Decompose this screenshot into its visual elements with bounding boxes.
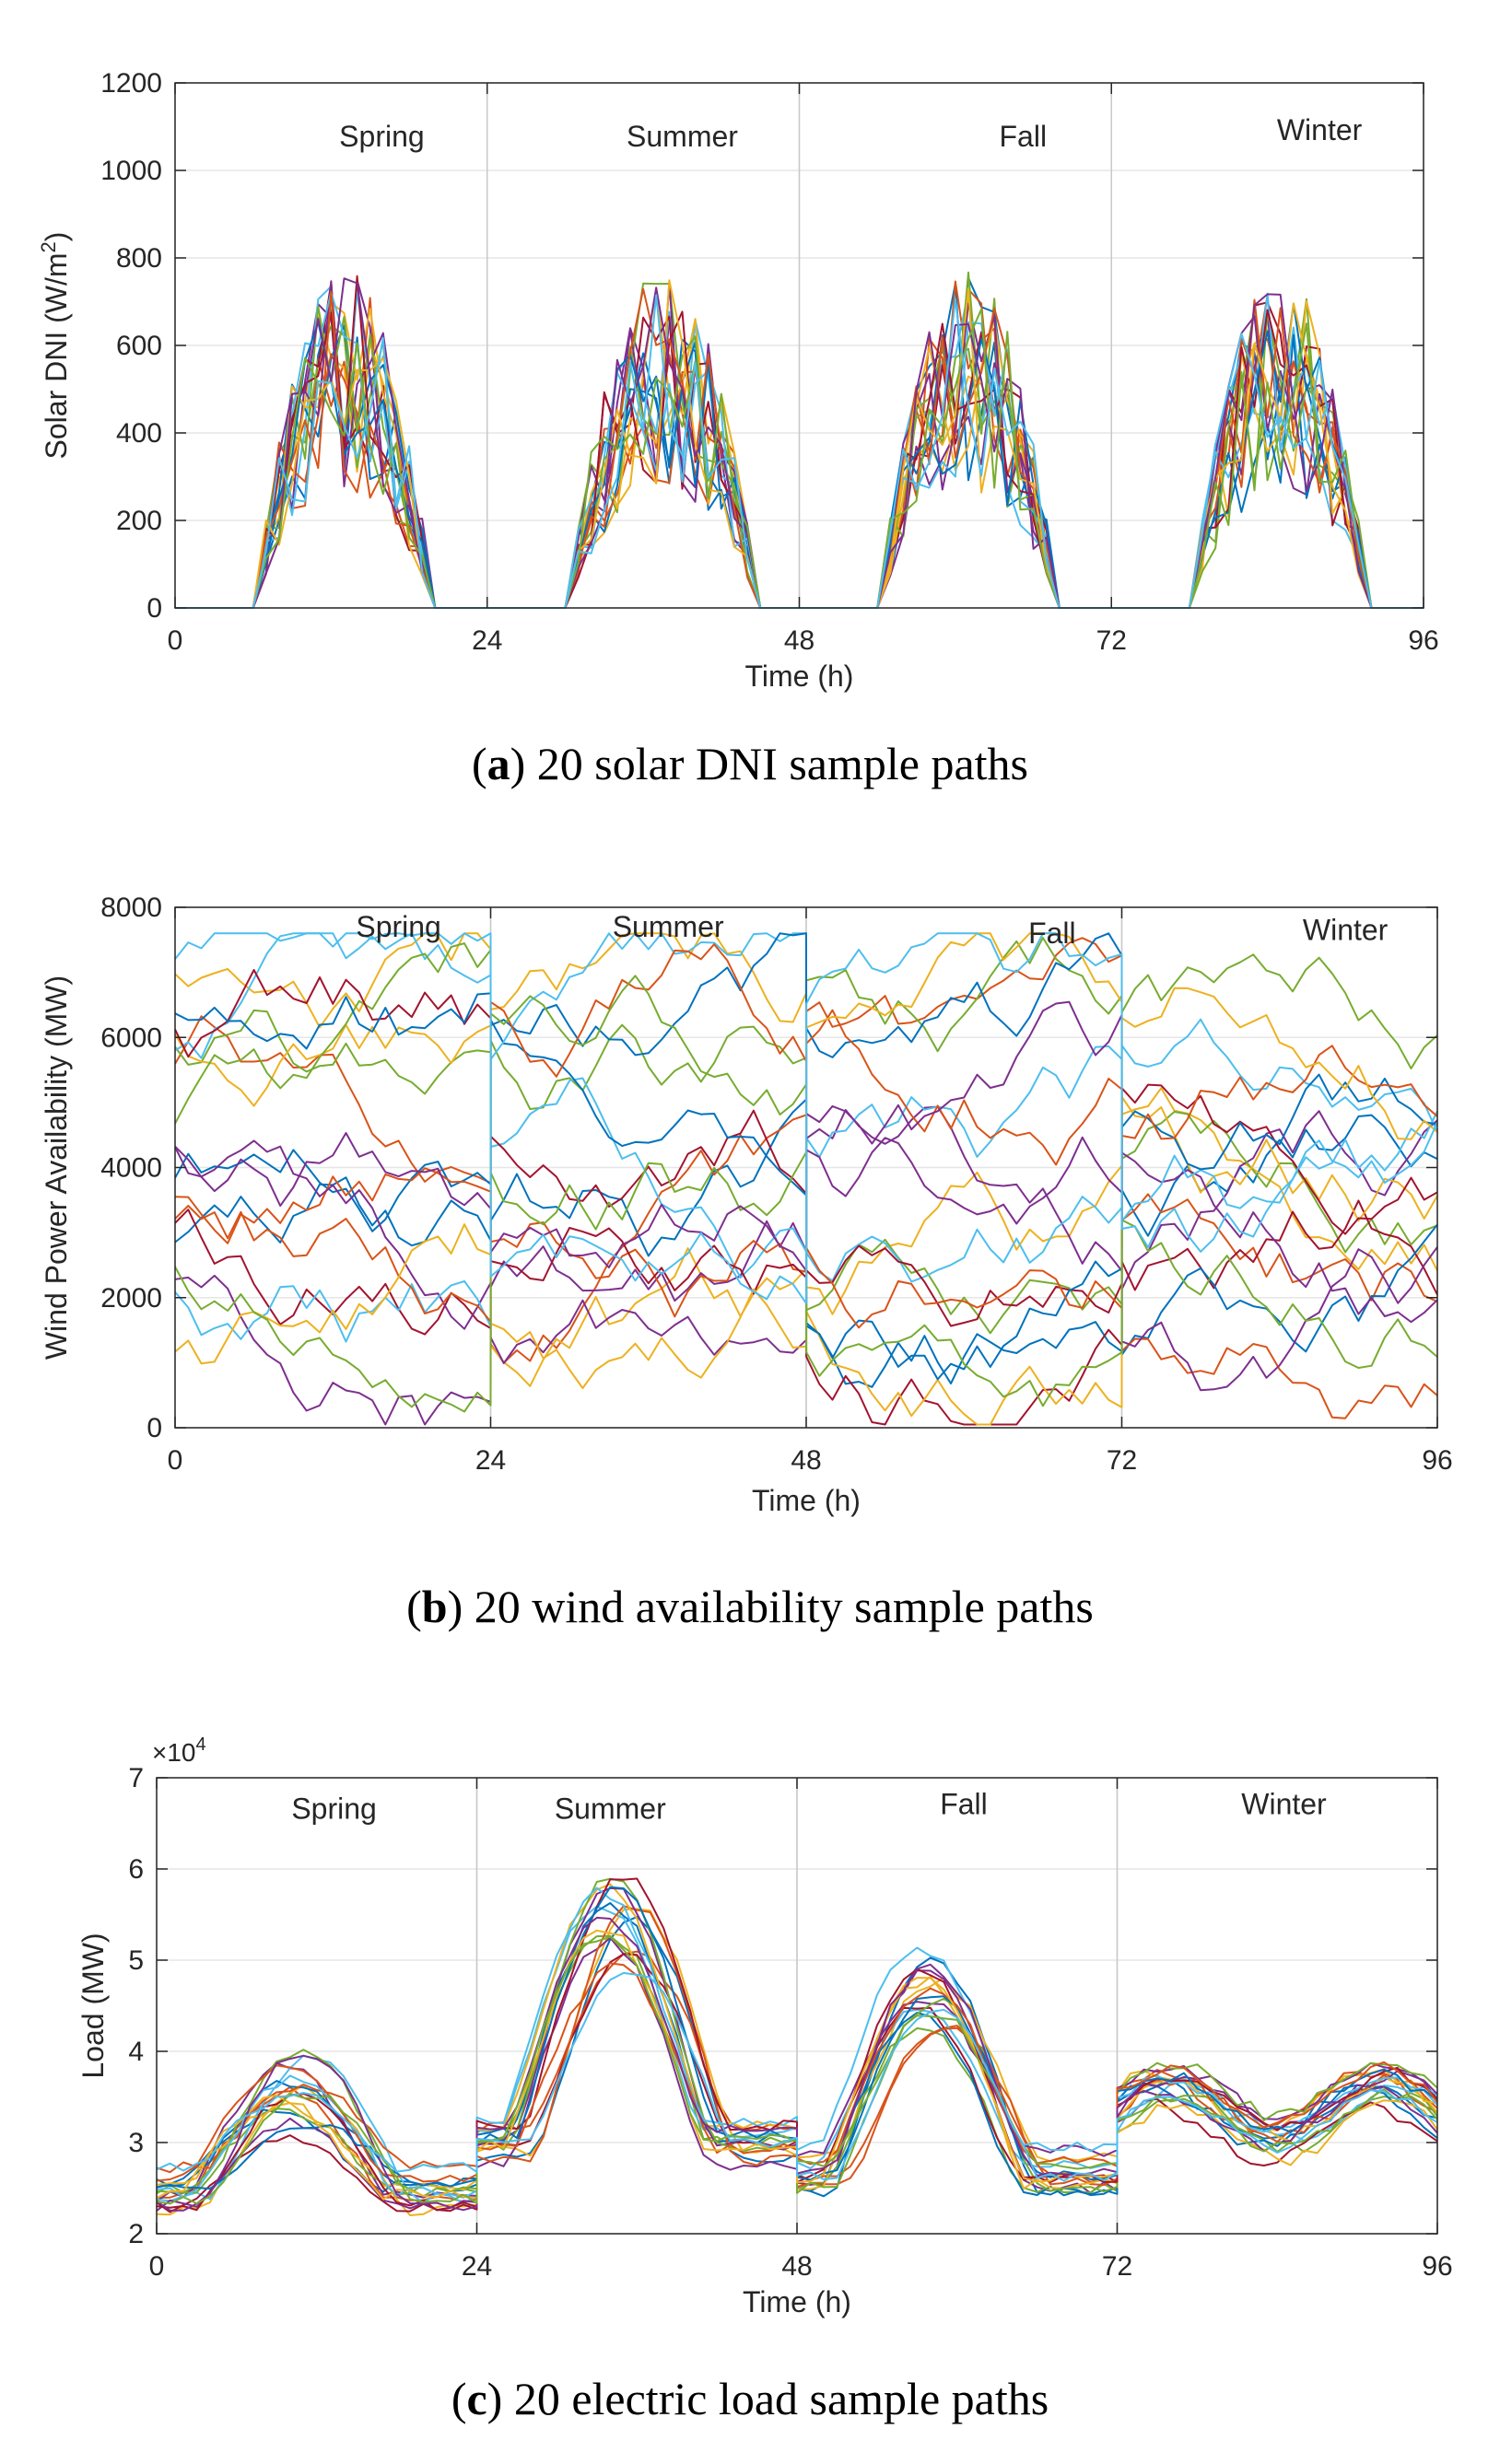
y-tick-label: 2000 bbox=[100, 1283, 162, 1314]
y-tick-label: 1200 bbox=[100, 68, 162, 99]
x-tick-label: 24 bbox=[472, 625, 502, 656]
x-tick-label: 48 bbox=[781, 2251, 812, 2282]
y-axis-label-close: ) bbox=[40, 232, 73, 242]
series-line-20 bbox=[156, 1971, 1438, 2182]
y-tick-label: 4000 bbox=[100, 1153, 162, 1184]
x-tick-label: 0 bbox=[149, 2251, 165, 2282]
y-tick-label: 0 bbox=[146, 593, 162, 624]
y-tick-label: 1000 bbox=[100, 156, 162, 186]
season-label-winter: Winter bbox=[1303, 913, 1389, 946]
x-tick-label: 48 bbox=[784, 625, 814, 656]
x-tick-label: 0 bbox=[168, 625, 183, 656]
y-tick-label: 800 bbox=[116, 243, 162, 274]
x-tick-label: 48 bbox=[791, 1445, 821, 1476]
y-axis-label: Load (MW) bbox=[76, 1933, 110, 2078]
y-tick-label: 3 bbox=[128, 2128, 144, 2158]
x-axis-label: Time (h) bbox=[745, 660, 854, 693]
x-tick-label: 24 bbox=[475, 1445, 506, 1476]
x-tick-label: 96 bbox=[1422, 1445, 1452, 1476]
season-label-fall: Fall bbox=[940, 1788, 988, 1821]
y-exponent-sup: 4 bbox=[196, 1734, 206, 1755]
y-tick-label: 400 bbox=[116, 418, 162, 449]
season-label-spring: Spring bbox=[291, 1793, 377, 1826]
chart-electric-load: 0 24 48 72 96 2 3 4 5 6 7 ×104 Time (h) Load (MW) Spri… bbox=[76, 1734, 1453, 2318]
season-label-winter: Winter bbox=[1241, 1788, 1327, 1821]
y-axis-label-sup: 2 bbox=[37, 241, 60, 252]
panel-wind: 0 24 48 72 96 0 2000 4000 6000 8000 Time (h) Wind P… bbox=[0, 875, 1500, 1686]
season-label-fall: Fall bbox=[999, 120, 1047, 153]
season-label-spring: Spring bbox=[339, 120, 425, 153]
panel-load: 0 24 48 72 96 2 3 4 5 6 7 ×104 Time (h) Load (MW) Spri… bbox=[0, 1722, 1500, 2464]
x-tick-label: 72 bbox=[1096, 625, 1127, 656]
caption-load: (c) 20 electric load sample paths bbox=[451, 2373, 1049, 2424]
panel-solar-dni: 0 24 48 72 96 0 200 400 600 800 1000 1200 Time (h) So… bbox=[0, 0, 1500, 811]
series-line-20 bbox=[174, 932, 1438, 1304]
x-tick-label: 72 bbox=[1102, 2251, 1132, 2282]
y-tick-label: 600 bbox=[116, 331, 162, 361]
x-tick-label: 72 bbox=[1107, 1445, 1137, 1476]
chart-wind-availability: 0 24 48 72 96 0 2000 4000 6000 8000 Time (h) Wind P… bbox=[40, 893, 1453, 1517]
y-tick-label: 6 bbox=[128, 1854, 144, 1885]
y-tick-label: 2 bbox=[128, 2219, 144, 2249]
series-group bbox=[156, 1877, 1438, 2216]
season-label-summer: Summer bbox=[613, 910, 724, 943]
x-axis-label: Time (h) bbox=[752, 1484, 861, 1517]
y-axis-label: Wind Power Availability (MW) bbox=[40, 975, 73, 1360]
caption-wind: (b) 20 wind availability sample paths bbox=[406, 1581, 1094, 1632]
season-label-winter: Winter bbox=[1277, 113, 1363, 146]
chart-solar-dni: 0 24 48 72 96 0 200 400 600 800 1000 1200 Time (h) So… bbox=[37, 68, 1439, 693]
y-tick-label: 0 bbox=[146, 1413, 162, 1443]
season-label-spring: Spring bbox=[356, 910, 441, 943]
y-tick-label: 4 bbox=[128, 2037, 144, 2067]
y-exponent-label: ×104 bbox=[152, 1734, 206, 1767]
season-label-fall: Fall bbox=[1028, 917, 1076, 950]
season-label-summer: Summer bbox=[627, 120, 738, 153]
y-axis-label: Solar DNI (W/m2) bbox=[37, 232, 73, 460]
y-tick-label: 200 bbox=[116, 506, 162, 536]
x-tick-label: 24 bbox=[462, 2251, 492, 2282]
y-tick-label: 5 bbox=[128, 1945, 144, 1976]
caption-solar-dni: (a) 20 solar DNI sample paths bbox=[471, 738, 1029, 789]
x-tick-label: 96 bbox=[1422, 2251, 1452, 2282]
y-tick-label: 7 bbox=[128, 1763, 144, 1793]
y-tick-label: 8000 bbox=[100, 893, 162, 923]
x-tick-label: 96 bbox=[1408, 625, 1438, 656]
y-tick-label: 6000 bbox=[100, 1022, 162, 1053]
series-group bbox=[174, 932, 1438, 1426]
x-axis-label: Time (h) bbox=[743, 2285, 851, 2318]
season-label-summer: Summer bbox=[555, 1793, 666, 1826]
x-tick-label: 0 bbox=[168, 1445, 183, 1476]
